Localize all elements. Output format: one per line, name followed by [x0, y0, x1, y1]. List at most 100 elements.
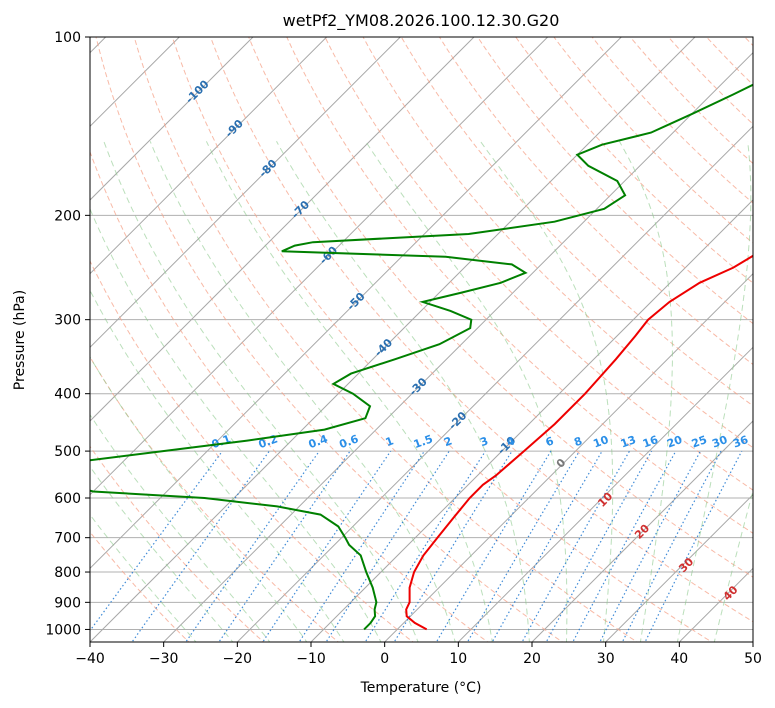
- moist-adiabat-line: [479, 141, 614, 642]
- isotherm-line: [90, 37, 696, 642]
- mixing-ratio-label: 1: [384, 434, 396, 449]
- dry-adiabat-line: [248, 37, 753, 578]
- x-tick-label: 0: [380, 651, 389, 667]
- dry-adiabat-line: [744, 37, 753, 47]
- moist-adiabat-label: 0: [554, 456, 569, 471]
- x-tick-label: 30: [597, 651, 615, 667]
- dry-adiabat-line: [209, 37, 753, 623]
- mixing-ratio-line: [90, 450, 223, 632]
- mixing-ratio-label: 30: [710, 433, 729, 451]
- y-tick-label: 400: [54, 387, 81, 403]
- dry-adiabat-line: [515, 37, 753, 284]
- plot-frame: [89, 36, 754, 643]
- mixing-ratio-label: 10: [591, 433, 610, 451]
- mixing-ratio-line: [572, 450, 677, 642]
- x-tick-label: 10: [449, 651, 467, 667]
- moist-adiabat-line: [103, 141, 419, 642]
- moist-adiabat-line: [205, 141, 493, 642]
- mixing-ratio-label: 20: [665, 433, 684, 451]
- dry-adiabat-line: [90, 356, 340, 642]
- mixing-ratio-line: [466, 450, 580, 642]
- isotherm-label: -90: [223, 117, 246, 140]
- mixing-ratio-label: 8: [572, 434, 584, 449]
- moist-adiabat-label: 40: [721, 583, 741, 603]
- mixing-ratio-label: 3: [478, 434, 490, 449]
- x-tick-label: −10: [296, 651, 326, 667]
- moist-adiabat-line: [618, 141, 673, 642]
- moist-adiabat-line: [90, 513, 197, 642]
- isotherm-line: [383, 272, 753, 642]
- mixing-ratio-label: 0.6: [338, 432, 361, 451]
- y-tick-label: 300: [54, 313, 81, 329]
- isotherm-line: [162, 51, 753, 642]
- dry-adiabat-line: [770, 24, 775, 645]
- mixing-ratio-line: [131, 450, 270, 642]
- isotherm-label: -80: [256, 157, 279, 180]
- mixing-ratio-label: 1.5: [412, 432, 435, 451]
- mixing-ratio-line: [644, 450, 743, 642]
- mixing-ratio-line: [599, 450, 702, 642]
- y-tick-label: 200: [54, 208, 81, 224]
- isotherm-line: [604, 493, 753, 642]
- dry-adiabat-line: [90, 445, 265, 642]
- moist-adiabat-line: [149, 141, 456, 642]
- isotherm-line: [90, 37, 475, 422]
- y-tick-label: 100: [54, 30, 81, 46]
- dry-adiabat-line: [667, 37, 753, 125]
- moist-adiabat-line: [90, 207, 382, 642]
- isotherm-label: -20: [446, 409, 469, 432]
- dry-adiabat-line: [362, 37, 753, 449]
- y-axis: 1000 900 800 700 600 500 400 300 200 100: [45, 30, 90, 638]
- mixing-ratio-label: 13: [619, 433, 638, 450]
- dry-adiabat-line: [171, 37, 713, 642]
- mixing-ratio-label: 4: [505, 434, 517, 449]
- mixing-ratio-line: [364, 450, 486, 642]
- mixing-ratio-label: 25: [690, 433, 709, 450]
- dry-adiabat-line: [90, 259, 414, 642]
- mixing-ratio-labels: 0.1 0.2 0.4 0.6 1 1.5 2 3 4 6 8 10 13 16 20 25 30 36: [210, 432, 751, 451]
- dry-adiabat-line: [286, 37, 753, 534]
- isotherm-line: [310, 199, 753, 642]
- dry-adiabat-line: [629, 37, 753, 165]
- y-tick-label: 1000: [45, 622, 81, 638]
- x-tick-label: −30: [149, 651, 179, 667]
- moist-adiabat-line: [90, 465, 234, 642]
- isotherm-line: [678, 567, 753, 642]
- isotherm-line: [752, 641, 753, 642]
- y-tick-label: 800: [54, 565, 81, 581]
- dry-adiabat-line: [705, 37, 753, 86]
- moist-adiabat-line: [365, 141, 568, 642]
- isotherm-line: [90, 37, 181, 128]
- y-tick-label: 500: [54, 444, 81, 460]
- dry-adiabat-line: [90, 531, 190, 642]
- dry-adiabat-line: [95, 37, 564, 642]
- dry-adiabat-line: [553, 37, 753, 244]
- isotherm-labels: -100-90-80-70-60-50-40-30-20-10: [183, 77, 519, 457]
- x-axis: −40 −30 −20 −10 0 10 20 30 40 50: [75, 642, 762, 667]
- temperature-profile: [405, 254, 753, 631]
- y-tick-label: 600: [54, 491, 81, 507]
- isotherm-line: [90, 37, 328, 275]
- mixing-ratio-label: 0.1: [210, 432, 233, 451]
- mixing-ratio-line: [185, 450, 320, 642]
- mixing-ratio-label: 2: [442, 434, 454, 449]
- dry-adiabat-line: [438, 37, 753, 366]
- x-axis-title: Temperature (°C): [360, 680, 482, 696]
- moist-adiabat-line: [90, 289, 345, 642]
- moist-adiabat-line: [676, 141, 752, 642]
- isotherm-line: [90, 37, 623, 570]
- isotherm-line: [457, 346, 753, 642]
- isotherm-line: [531, 420, 753, 642]
- x-tick-label: 20: [523, 651, 541, 667]
- sounding-profiles: [90, 83, 753, 631]
- mixing-ratio-label: 0.4: [307, 432, 330, 451]
- background-lines: [90, 24, 775, 645]
- dry-adiabat-line: [90, 150, 489, 642]
- isotherm-line: [90, 37, 549, 496]
- dry-adiabat-line: [400, 37, 753, 407]
- mixing-ratio-label: 36: [731, 433, 750, 451]
- mixing-ratio-line: [325, 450, 450, 642]
- mixing-ratio-line: [262, 450, 392, 642]
